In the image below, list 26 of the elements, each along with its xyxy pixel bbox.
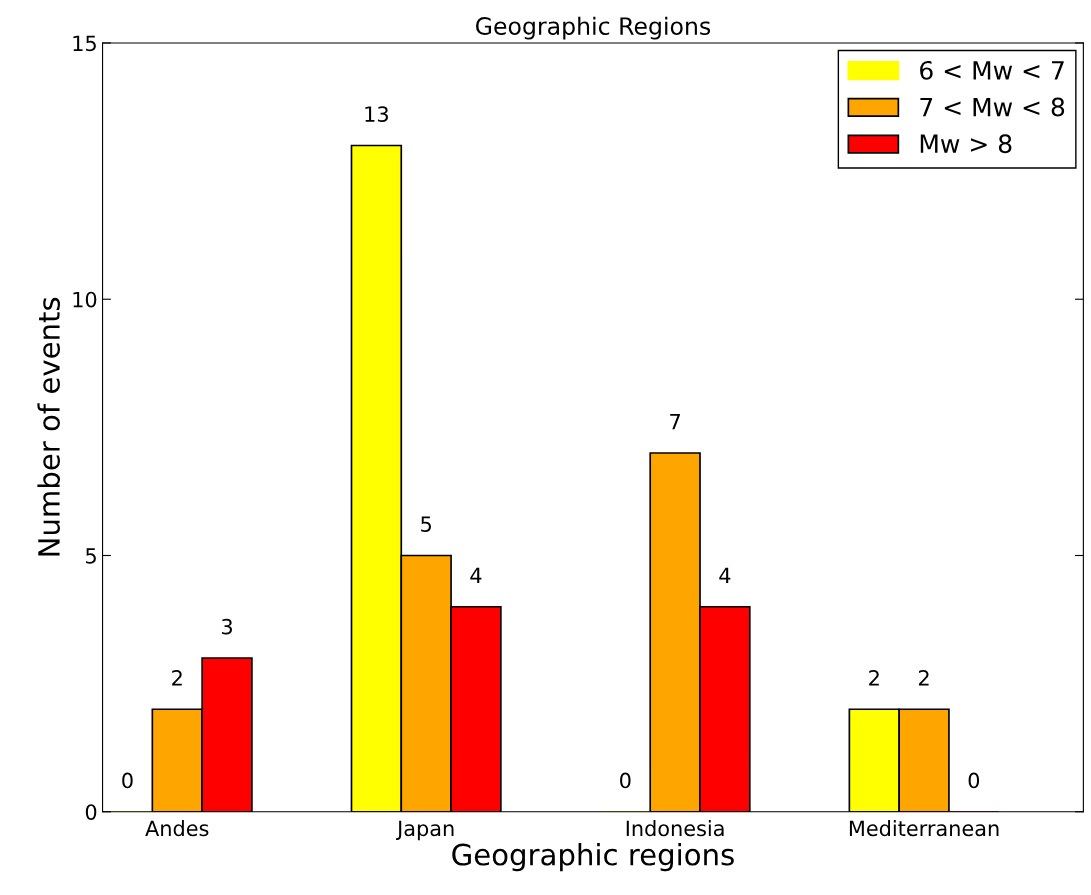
y-tick-label: 5 bbox=[86, 548, 96, 564]
y-tick-label: 0 bbox=[85, 804, 97, 820]
data-label: 0 bbox=[620, 772, 631, 789]
y-tick-label: 15 bbox=[73, 35, 96, 52]
x-axis-title: Geographic regions bbox=[452, 843, 734, 872]
data-label: 0 bbox=[122, 772, 133, 789]
y-axis-title: Number of events bbox=[37, 297, 60, 556]
x-tick-label: Japan bbox=[396, 820, 454, 841]
x-tick-label: Mediterranean bbox=[849, 820, 999, 837]
y-tick-label: 10 bbox=[73, 291, 97, 308]
data-label: 2 bbox=[172, 670, 182, 686]
data-label: 4 bbox=[470, 567, 482, 583]
legend-label: 7 < Mw < 8 bbox=[920, 97, 1065, 117]
data-label: 2 bbox=[918, 670, 929, 686]
data-label: 0 bbox=[968, 772, 980, 789]
x-tick-label: Andes bbox=[145, 820, 209, 837]
data-label: 7 bbox=[670, 414, 680, 430]
data-label: 4 bbox=[719, 567, 731, 583]
x-tick-label: Indonesia bbox=[626, 820, 724, 837]
data-label: 13 bbox=[365, 106, 388, 122]
data-label: 2 bbox=[869, 670, 879, 686]
legend-label: 6 < Mw < 7 bbox=[920, 60, 1064, 80]
data-label: 5 bbox=[421, 516, 431, 533]
data-label: 3 bbox=[221, 618, 232, 635]
chart-title: Geographic Regions bbox=[476, 16, 711, 40]
legend-label: Mw > 8 bbox=[920, 134, 1012, 154]
